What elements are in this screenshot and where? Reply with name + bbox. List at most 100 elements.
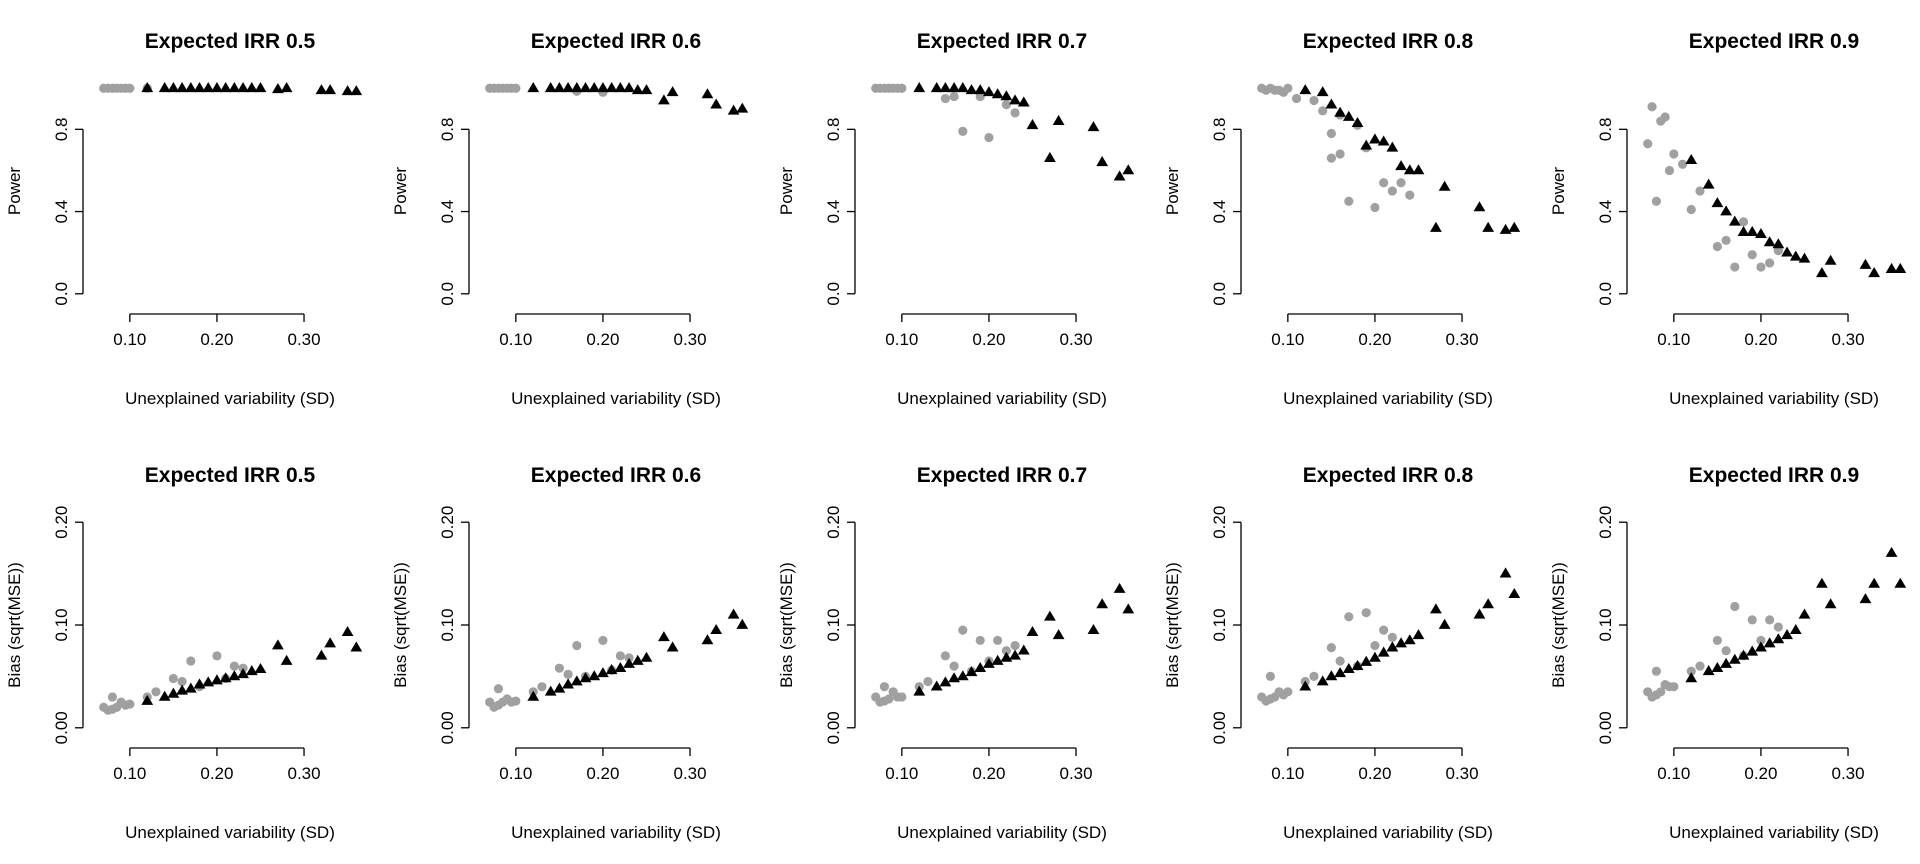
data-point — [1026, 119, 1039, 130]
x-axis: 0.10 0.20 0.30 — [885, 747, 1093, 783]
data-point — [1377, 646, 1390, 657]
y-tick-label: 0.10 — [52, 608, 71, 641]
data-point — [1000, 90, 1013, 101]
data-point — [1482, 598, 1495, 609]
data-point — [1001, 646, 1011, 656]
x-tick-label: 0.20 — [200, 764, 233, 783]
data-point — [1730, 601, 1740, 612]
data-point — [1885, 262, 1898, 273]
data-point — [939, 82, 952, 93]
data-point — [1816, 267, 1828, 278]
x-tick-label: 0.20 — [1744, 764, 1777, 783]
data-point — [1747, 250, 1757, 260]
data-point — [1334, 106, 1346, 117]
x-tick-label: 0.20 — [586, 764, 619, 783]
data-point — [958, 625, 968, 635]
data-point — [913, 82, 926, 93]
data-point — [983, 657, 995, 668]
data-point — [1737, 649, 1750, 660]
data-point — [991, 88, 1004, 99]
data-point — [940, 651, 950, 661]
x-tick-label: 0.20 — [200, 330, 233, 349]
data-point — [553, 82, 566, 93]
y-axis-label: Power — [1549, 167, 1568, 216]
data-point — [1291, 93, 1302, 104]
data-point — [1387, 186, 1397, 196]
data-point — [228, 670, 241, 681]
data-point — [1651, 196, 1662, 206]
y-tick-label: 0.00 — [52, 711, 71, 744]
y-tick-label: 0.4 — [1210, 200, 1229, 224]
data-point — [228, 82, 241, 93]
data-point — [1326, 643, 1336, 653]
data-point — [1316, 86, 1329, 97]
data-point — [1755, 227, 1767, 239]
data-point — [219, 672, 232, 683]
data-point — [1316, 675, 1329, 686]
data-point — [1017, 96, 1030, 107]
data-point — [615, 651, 625, 661]
series-triangles — [1685, 153, 1907, 278]
x-tick-label: 0.20 — [972, 330, 1005, 349]
y-tick-label: 0.10 — [1210, 608, 1229, 641]
data-point — [631, 654, 644, 665]
data-point — [658, 94, 670, 105]
data-point — [1695, 186, 1705, 196]
y-axis: 0.0 0.4 0.8 — [1210, 118, 1242, 306]
data-point — [1499, 567, 1512, 578]
data-point — [1756, 262, 1766, 272]
y-tick-label: 0.10 — [1596, 608, 1615, 641]
x-tick-label: 0.30 — [1831, 764, 1864, 783]
data-point — [1894, 577, 1907, 588]
data-point — [1720, 657, 1732, 668]
panel-bias-5: Expected IRR 0.9 0.10 0.20 0.30 Unexplained … — [1549, 464, 1907, 842]
data-point — [151, 687, 161, 697]
x-tick-label: 0.20 — [1358, 764, 1391, 783]
data-point — [1405, 190, 1415, 200]
y-tick-label: 0.0 — [824, 282, 843, 306]
data-point — [727, 104, 740, 115]
data-point — [1283, 687, 1293, 697]
data-point — [965, 84, 978, 95]
data-point — [913, 685, 926, 696]
data-point — [245, 665, 258, 676]
data-point — [710, 623, 723, 634]
y-axis-label: Power — [391, 167, 410, 216]
data-point — [614, 661, 627, 673]
x-tick-label: 0.10 — [1271, 330, 1304, 349]
data-point — [597, 667, 609, 678]
data-point — [544, 685, 557, 696]
data-point — [202, 676, 215, 687]
data-point — [1712, 241, 1722, 252]
data-point — [341, 85, 354, 96]
data-point — [1746, 225, 1759, 236]
panel-title: Expected IRR 0.6 — [531, 464, 701, 487]
data-point — [554, 663, 564, 673]
data-point — [1113, 582, 1126, 593]
x-axis: 0.10 0.20 0.30 — [1271, 313, 1479, 349]
data-point — [245, 82, 258, 93]
x-axis-label: Unexplained variability (SD) — [1669, 389, 1879, 408]
panel-power-3: Expected IRR 0.7 0.10 0.20 0.30 Unexplained … — [777, 30, 1135, 408]
data-point — [930, 680, 943, 691]
data-point — [948, 672, 960, 683]
y-axis: 0.00 0.10 0.20 — [1596, 506, 1628, 744]
y-axis: 0.0 0.4 0.8 — [824, 118, 856, 306]
x-axis: 0.10 0.20 0.30 — [1657, 747, 1865, 783]
data-point — [1730, 262, 1740, 272]
data-point — [1737, 225, 1750, 236]
data-point — [579, 82, 592, 93]
x-axis-label: Unexplained variability (SD) — [897, 389, 1107, 408]
data-point — [884, 694, 894, 704]
series-triangles — [1299, 567, 1521, 691]
data-point — [1721, 646, 1731, 656]
data-point — [177, 676, 187, 687]
series-triangles — [527, 608, 749, 701]
data-point — [570, 675, 583, 686]
data-point — [658, 631, 670, 642]
y-axis: 0.0 0.4 0.8 — [52, 118, 84, 306]
data-point — [168, 673, 178, 684]
y-tick-label: 0.00 — [1596, 711, 1615, 744]
series-circles — [1257, 608, 1397, 706]
data-point — [701, 634, 714, 645]
